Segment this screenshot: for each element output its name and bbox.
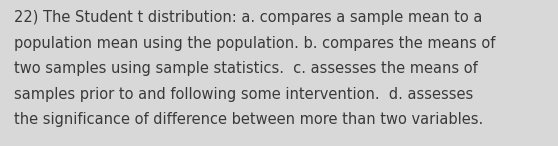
Text: the significance of difference between more than two variables.: the significance of difference between m… [14,112,483,127]
Text: 22) The Student t distribution: a. compares a sample mean to a: 22) The Student t distribution: a. compa… [14,10,482,25]
Text: population mean using the population. b. compares the means of: population mean using the population. b.… [14,36,496,51]
Text: samples prior to and following some intervention.  d.​ assesses: samples prior to and following some inte… [14,87,473,102]
Text: two samples using sample statistics.  c. assesses the means of: two samples using sample statistics. c. … [14,61,478,76]
